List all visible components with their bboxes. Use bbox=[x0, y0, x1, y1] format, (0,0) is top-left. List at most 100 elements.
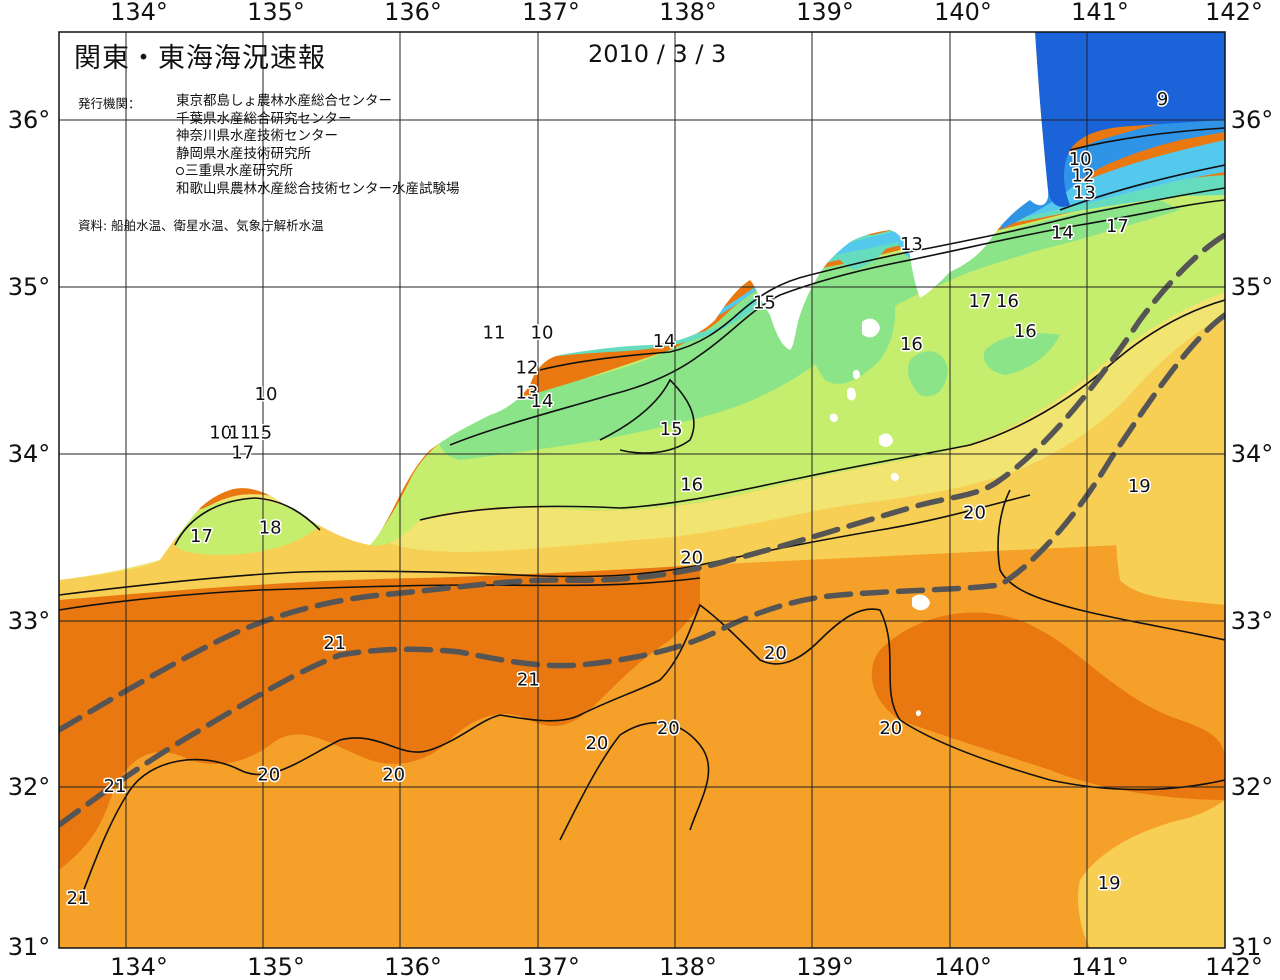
isotherm-label: 16 bbox=[900, 334, 923, 355]
lon-label-top-137: 137° bbox=[522, 0, 580, 26]
ocean-cool-warm-southeast bbox=[1078, 800, 1225, 948]
small-circle-icon bbox=[176, 167, 184, 175]
isotherm-label: 20 bbox=[680, 548, 703, 569]
band-blue bbox=[1000, 110, 1225, 230]
isotherm-label: 19 bbox=[1098, 873, 1121, 894]
lon-label-top-135: 135° bbox=[247, 0, 305, 26]
lon-label-bottom-139: 139° bbox=[796, 953, 854, 980]
island-mikurajima bbox=[891, 472, 899, 481]
isotherm-label: 12 bbox=[1072, 166, 1095, 187]
isotherm-label: 9 bbox=[1157, 89, 1168, 110]
issuer-item-label: 三重県水産研究所 bbox=[185, 163, 293, 179]
issuer-item: 和歌山県農林水産総合技術センター水産試験場 bbox=[176, 180, 460, 197]
issuer-item: 神奈川県水産技術センター bbox=[176, 128, 338, 144]
isotherm-label: 17 bbox=[1106, 216, 1129, 237]
lon-label-top-142: 142° bbox=[1205, 0, 1263, 26]
ocean-cool-warm-north bbox=[59, 310, 1225, 600]
isotherm-label: 16 bbox=[996, 291, 1019, 312]
lon-label-bottom-142: 142° bbox=[1205, 953, 1263, 980]
isotherm-label: 10 bbox=[1069, 149, 1092, 170]
lat-label-right-35: 35° bbox=[1231, 273, 1274, 301]
isotherm-label: 11 bbox=[483, 323, 506, 344]
isotherm-label: 16 bbox=[680, 474, 703, 495]
lat-label-right-33: 33° bbox=[1231, 607, 1274, 635]
isotherm-17-kii bbox=[174, 497, 321, 546]
issuer-item: 静岡県水産技術研究所 bbox=[176, 145, 311, 162]
isotherm-label: 20 bbox=[963, 503, 986, 524]
lat-label-left-36: 36° bbox=[8, 106, 51, 134]
isotherm-13 bbox=[1059, 164, 1225, 211]
island-niijima bbox=[847, 387, 856, 401]
isotherm-label: 10 bbox=[531, 323, 554, 344]
band-green-izu bbox=[809, 279, 896, 384]
lon-label-top-140: 140° bbox=[934, 0, 992, 26]
isotherm-label: 19 bbox=[1128, 476, 1151, 497]
isotherm-20-south bbox=[79, 603, 1225, 901]
lon-label-bottom-140: 140° bbox=[934, 953, 992, 980]
isotherm-20-southwest bbox=[559, 721, 710, 841]
isotherm-16 bbox=[419, 299, 1225, 521]
lat-label-left-35: 35° bbox=[8, 273, 51, 301]
land-honshu bbox=[59, 32, 1049, 580]
ocean-warmest-patch-southeast bbox=[871, 612, 1225, 800]
isotherm-10 bbox=[1069, 127, 1225, 151]
isotherm-label: 16 bbox=[1014, 321, 1037, 342]
island-kozushima bbox=[830, 413, 838, 422]
band-teal bbox=[520, 175, 1225, 360]
map-title: 関東・東海海況速報 bbox=[74, 43, 326, 74]
isotherm-label: 13 bbox=[1073, 182, 1096, 203]
isotherm-label: 20 bbox=[585, 733, 608, 754]
kuroshio-axis-outer bbox=[59, 312, 1225, 828]
isotherm-19-east bbox=[997, 489, 1225, 641]
isotherm-label: 13 bbox=[515, 383, 538, 404]
longitude-labels-top: 134° 135° 136° 137° 138° 139° 140° 141° … bbox=[110, 0, 1263, 26]
isotherm-14 bbox=[539, 187, 1225, 371]
isotherm-label: 15 bbox=[660, 419, 683, 440]
issuers-heading: 発行機関： bbox=[78, 96, 141, 111]
issuer-item: 東京都島しょ農林水産総合センター bbox=[176, 93, 392, 109]
island-miyakejima bbox=[879, 433, 893, 447]
issuer-item: 三重県水産研究所 bbox=[176, 163, 460, 181]
isotherm-label: 15 bbox=[753, 293, 776, 314]
lat-label-left-32: 32° bbox=[8, 773, 51, 801]
lon-label-top-134: 134° bbox=[110, 0, 168, 26]
lon-label-bottom-141: 141° bbox=[1071, 953, 1129, 980]
issuer-item: 千葉県水産総合研究センター bbox=[176, 110, 352, 127]
island-aogashima bbox=[916, 710, 921, 717]
band-yellow-green-kii bbox=[175, 498, 320, 555]
isotherm-label: 14 bbox=[1051, 222, 1074, 243]
kuroshio-axis-inner bbox=[59, 232, 1225, 733]
lon-label-top-136: 136° bbox=[384, 0, 442, 26]
isotherm-label: 17 bbox=[231, 443, 254, 464]
lon-label-top-138: 138° bbox=[659, 0, 717, 26]
band-green-patch-island bbox=[908, 351, 948, 397]
data-source: 資料: 船舶水温、衛星水温、気象庁解析水温 bbox=[78, 218, 324, 233]
isotherm-20-north bbox=[59, 494, 1031, 596]
isotherm-label: 10 bbox=[255, 384, 278, 405]
isotherm-15-izu-south bbox=[599, 378, 695, 454]
latitude-labels-right: 36° 35° 34° 33° 32° 31° bbox=[1231, 106, 1274, 961]
lon-label-bottom-135: 135° bbox=[247, 953, 305, 980]
isotherm-15 bbox=[449, 199, 1225, 446]
ocean-warmest-patch-south bbox=[430, 625, 600, 716]
isotherm-label: 10 bbox=[209, 423, 232, 444]
isotherm-label: 17 bbox=[190, 526, 213, 547]
island-toshima bbox=[853, 369, 860, 379]
isotherm-label: 12 bbox=[515, 358, 538, 379]
island-hachijojima bbox=[912, 594, 930, 611]
lat-label-right-31: 31° bbox=[1231, 933, 1274, 961]
isotherm-label: 14 bbox=[653, 331, 676, 352]
isotherm-label: 21 bbox=[517, 669, 540, 690]
isotherm-label: 11 bbox=[229, 423, 252, 444]
lon-label-bottom-136: 136° bbox=[384, 953, 442, 980]
isotherm-label: 20 bbox=[764, 643, 787, 664]
lon-label-bottom-137: 137° bbox=[522, 953, 580, 980]
lat-label-right-34: 34° bbox=[1231, 440, 1274, 468]
lat-label-right-32: 32° bbox=[1231, 773, 1274, 801]
band-yellow bbox=[59, 290, 1225, 580]
isotherm-label: 20 bbox=[657, 718, 680, 739]
lon-label-bottom-134: 134° bbox=[110, 953, 168, 980]
